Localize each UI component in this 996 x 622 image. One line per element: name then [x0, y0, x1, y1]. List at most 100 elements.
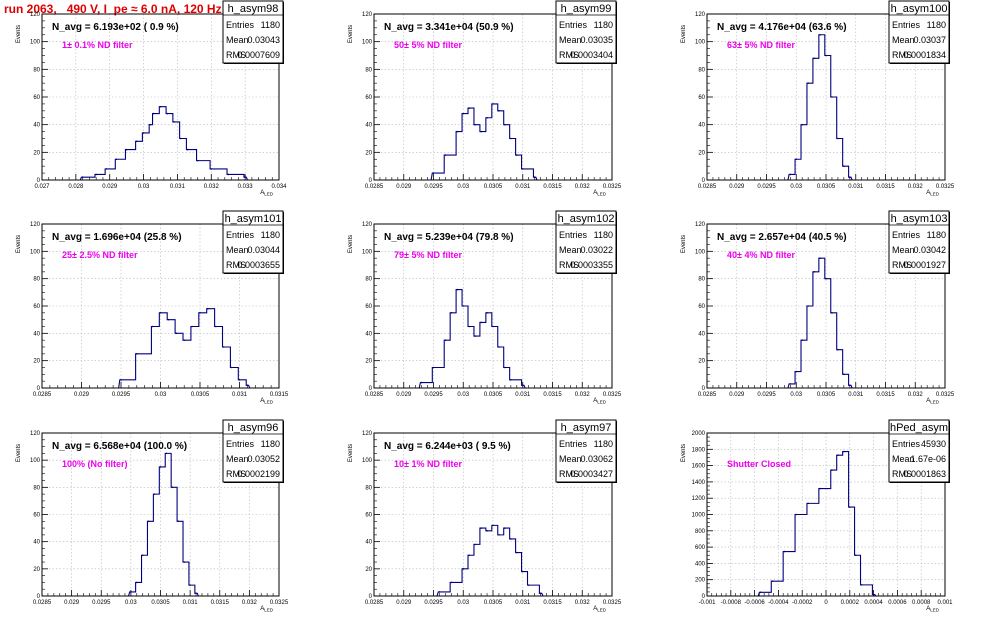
histogram-bin	[444, 339, 447, 341]
y-tick-label: 100	[362, 40, 373, 46]
stats-label: Entries	[226, 439, 255, 449]
stats-label: RMS	[559, 469, 579, 479]
histogram-bin	[468, 554, 471, 557]
histogram-bin	[444, 154, 447, 156]
stats-value: 0.03043	[247, 35, 280, 45]
x-tick-label: 0.032	[575, 600, 591, 606]
histogram-bin	[480, 527, 482, 529]
histogram-bin	[136, 581, 138, 584]
stats-label: Entries	[892, 230, 921, 240]
histogram-bin	[207, 307, 209, 310]
histogram-bin	[849, 506, 851, 508]
stats-label: Entries	[892, 439, 921, 449]
histogram-bin	[125, 148, 128, 151]
y-tick-label: 60	[365, 304, 372, 310]
stats-label: Entries	[226, 20, 255, 30]
histogram-bin	[222, 346, 225, 348]
histogram-bin	[510, 379, 512, 381]
y-tick-label: 20	[33, 150, 40, 156]
stats-box	[555, 419, 617, 483]
y-tick-label: 40	[698, 123, 705, 129]
histogram-bin	[486, 530, 488, 532]
x-tick-label: 0.001	[937, 600, 953, 606]
histogram-bin	[789, 383, 792, 385]
stats-value: 0.03052	[247, 454, 280, 464]
x-tick-label: 0.03	[457, 184, 469, 190]
histogram-bin	[120, 379, 122, 381]
y-tick-label: 120	[362, 222, 373, 228]
x-tick-label: 0.03	[457, 600, 469, 606]
y-tick-label: 60	[33, 513, 40, 519]
stats-box	[222, 0, 284, 64]
x-tick-label: 0.03	[155, 392, 167, 398]
histogram-bin	[81, 176, 84, 179]
x-tick-label: 0.0008	[912, 600, 931, 606]
x-tick-label: 0.0325	[936, 184, 955, 190]
histogram-bin	[510, 137, 512, 140]
x-tick-label: 0.0325	[603, 184, 622, 190]
histogram-bin	[171, 486, 174, 489]
histogram-bin	[468, 107, 471, 109]
x-axis-title: ALED	[593, 398, 607, 405]
navg-label: N_avg = 3.341e+04 (50.9 %)	[384, 22, 514, 33]
histogram-bin	[837, 454, 839, 457]
x-tick-label: 0.029	[396, 184, 412, 190]
y-tick-label: 80	[33, 67, 40, 73]
y-tick-label: 80	[698, 277, 705, 283]
stats-value: 0.03044	[247, 245, 280, 255]
navg-label: N_avg = 4.176e+04 (63.6 %)	[717, 22, 847, 33]
y-tick-label: 20	[33, 359, 40, 365]
stats-label: Mean	[892, 35, 915, 45]
stats-label: Entries	[559, 439, 588, 449]
histogram-bin	[173, 121, 175, 123]
x-tick-label: 0.031	[515, 600, 531, 606]
histogram-bin	[504, 123, 506, 126]
histogram-bin	[130, 591, 132, 593]
y-tick-label: 120	[30, 12, 41, 18]
histogram-bin	[244, 176, 246, 179]
y-tick-label: 1400	[692, 480, 706, 486]
y-tick-label: 1600	[692, 464, 706, 470]
navg-label: N_avg = 1.696e+04 (25.8 %)	[52, 232, 182, 243]
x-tick-label: 0.0295	[112, 392, 131, 398]
y-tick-label: 200	[695, 578, 706, 584]
x-tick-label: 0.0285	[698, 392, 717, 398]
x-tick-label: -0.0002	[792, 600, 813, 606]
x-tick-label: 0.0285	[33, 600, 52, 606]
x-tick-label: 0.0004	[864, 600, 883, 606]
stats-label: RMS	[892, 260, 912, 270]
y-tick-label: 40	[365, 540, 372, 546]
x-tick-label: 0.0305	[817, 184, 836, 190]
filter-label: 1± 0.1% ND filter	[62, 40, 133, 50]
histogram-bin	[860, 584, 863, 586]
histogram-line-h_asym97	[436, 524, 544, 597]
histogram-bin	[95, 173, 97, 176]
x-tick-label: 0.032	[908, 184, 924, 190]
stats-value: 1180	[927, 230, 946, 240]
x-tick-label: 0.0002	[841, 600, 860, 606]
x-tick-label: 0.0315	[543, 392, 562, 398]
x-tick-label: 0.032	[204, 184, 220, 190]
histogram-bin	[843, 165, 845, 167]
y-axis-title: Events	[16, 25, 22, 43]
x-tick-label: 0.03	[457, 392, 469, 398]
x-tick-label: 0.031	[515, 392, 531, 398]
histogram-bin	[186, 148, 189, 151]
x-tick-label: 0.0315	[876, 184, 895, 190]
x-tick-label: -0.001	[698, 600, 716, 606]
x-tick-label: 0.0295	[757, 392, 776, 398]
histogram-bin	[516, 551, 518, 554]
y-axis-title: Events	[16, 235, 22, 253]
stats-label: Entries	[559, 20, 588, 30]
histogram-bin	[183, 339, 185, 341]
x-tick-label: 0.029	[396, 392, 412, 398]
run-title: run 2063, 490 V, I_pe ≈ 6.0 nA, 120 Hz	[4, 2, 222, 16]
x-axis-title: ALED	[926, 606, 940, 613]
histogram-bin	[438, 591, 441, 593]
y-tick-label: 600	[695, 545, 706, 551]
histogram-bin	[843, 450, 845, 453]
y-tick-label: 80	[698, 67, 705, 73]
navg-label: N_avg = 5.239e+04 (79.8 %)	[384, 232, 514, 243]
x-tick-label: 0.032	[908, 392, 924, 398]
stats-label: RMS	[226, 50, 246, 60]
